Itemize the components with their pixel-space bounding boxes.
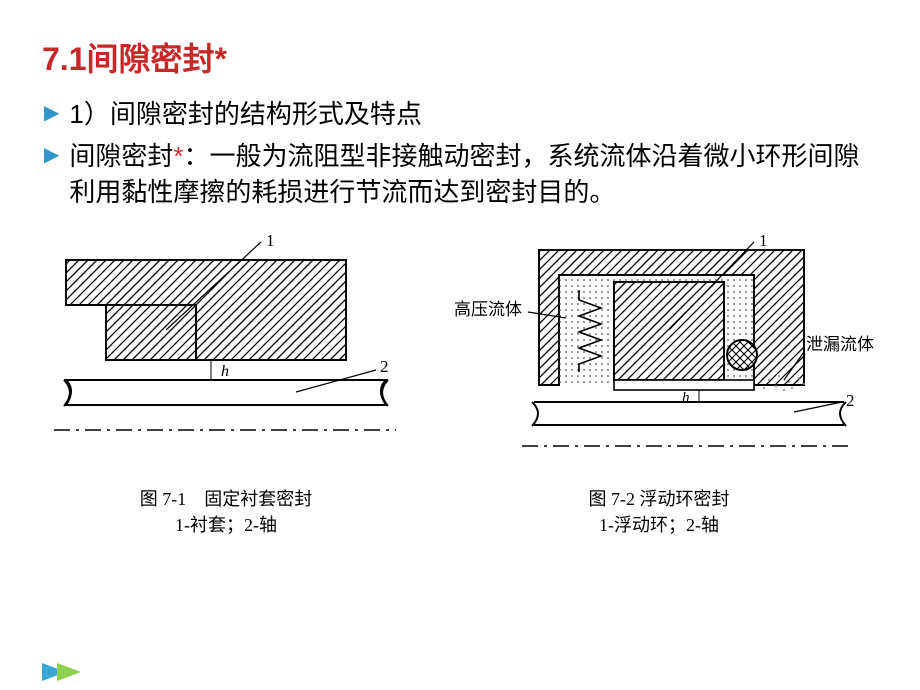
figure-7-1-caption: 图 7-1 固定衬套密封 1-衬套；2-轴 <box>140 486 313 538</box>
bullet-2-text: 间隙密封*：一般为流阻型非接触动密封，系统流体沿着微小环形间隙利用黏性摩擦的耗损… <box>69 138 878 210</box>
figure-7-2-caption: 图 7-2 浮动环密封 1-浮动环；2-轴 <box>589 486 730 538</box>
fig2-cap2: 1-浮动环；2-轴 <box>589 512 730 538</box>
bullet-1-prefix: 1） <box>69 99 109 129</box>
figures-row: h 1 2 图 7-1 固定衬套密封 1-衬套；2-轴 <box>42 230 878 538</box>
accent-icon <box>42 648 94 666</box>
bullet-marker-icon: ▶ <box>44 138 59 172</box>
figure-7-1: h 1 2 图 7-1 固定衬套密封 1-衬套；2-轴 <box>46 230 406 538</box>
bullet-2-body: ：一般为流阻型非接触动密封，系统流体沿着微小环形间隙利用黏性摩擦的耗损进行节流而… <box>69 141 859 207</box>
bullet-1-body: 间隙密封的结构形式及特点 <box>110 99 422 129</box>
fig1-cap1: 图 7-1 固定衬套密封 <box>140 486 313 512</box>
title-text: 间隙密封 <box>86 41 214 77</box>
fig1-label-1: 1 <box>266 231 275 250</box>
figure-7-2: h 1 2 高压流体 泄漏流体 <box>444 230 874 538</box>
slide-title: 7.1间隙密封* <box>42 34 878 80</box>
figure-7-2-svg: h 1 2 高压流体 泄漏流体 <box>444 230 874 480</box>
svg-text:h: h <box>221 363 229 380</box>
title-star: * <box>215 41 227 77</box>
fig1-cap2: 1-衬套；2-轴 <box>140 512 313 538</box>
fig1-label-2: 2 <box>380 357 389 376</box>
slide: 7.1间隙密封* ▶ 1）间隙密封的结构形式及特点 ▶ 间隙密封*：一般为流阻型… <box>0 0 920 690</box>
title-number: 7.1 <box>42 41 86 77</box>
fig2-label-1: 1 <box>759 231 768 250</box>
figure-7-1-svg: h 1 2 <box>46 230 406 480</box>
bullet-1-text: 1）间隙密封的结构形式及特点 <box>69 96 421 132</box>
fig2-label-hp: 高压流体 <box>454 300 522 319</box>
bullet-1: ▶ 1）间隙密封的结构形式及特点 <box>42 96 878 132</box>
fig2-label-2: 2 <box>846 391 855 410</box>
bullet-2-label: 间隙密封 <box>69 141 173 171</box>
bullet-2: ▶ 间隙密封*：一般为流阻型非接触动密封，系统流体沿着微小环形间隙利用黏性摩擦的… <box>42 138 878 210</box>
fig2-label-leak: 泄漏流体 <box>806 335 874 354</box>
bullet-2-star: * <box>173 141 183 171</box>
bullet-marker-icon: ▶ <box>44 96 59 130</box>
fig2-cap1: 图 7-2 浮动环密封 <box>589 486 730 512</box>
svg-text:h: h <box>682 390 690 406</box>
